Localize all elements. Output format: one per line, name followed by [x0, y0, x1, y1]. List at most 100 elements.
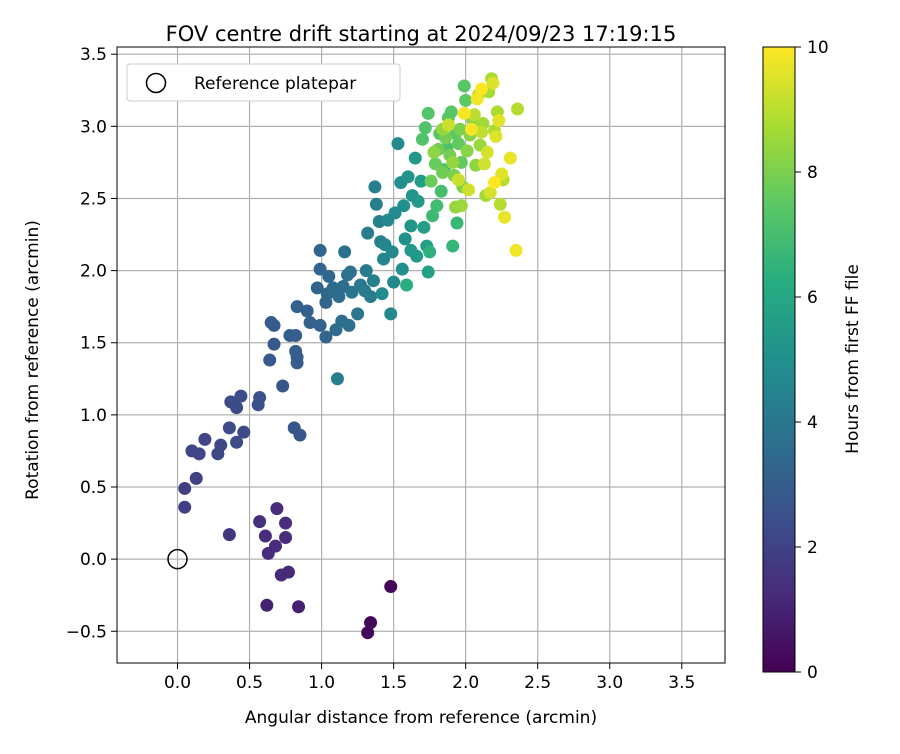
chart-title: FOV centre drift starting at 2024/09/23 …	[166, 22, 677, 46]
data-point	[332, 290, 346, 304]
data-point	[426, 209, 440, 223]
data-point	[470, 92, 484, 106]
data-point	[401, 170, 415, 184]
data-point	[457, 106, 471, 120]
data-point	[395, 262, 409, 276]
data-point	[493, 197, 507, 211]
data-point	[293, 428, 307, 442]
data-point	[364, 290, 378, 304]
data-point	[387, 275, 401, 289]
y-tick-label: 0.5	[80, 478, 107, 498]
reference-point	[167, 548, 188, 570]
data-point	[446, 239, 460, 253]
data-point	[281, 565, 295, 579]
data-point	[417, 220, 431, 234]
data-point	[222, 421, 236, 435]
data-point	[338, 245, 352, 259]
data-point	[267, 337, 281, 351]
data-point	[178, 481, 192, 495]
data-point	[408, 151, 422, 165]
x-tick-label: 1.5	[380, 673, 407, 693]
data-point	[454, 199, 468, 213]
data-point	[495, 167, 509, 181]
data-point	[489, 129, 503, 143]
data-point	[400, 278, 414, 292]
data-point	[385, 245, 399, 259]
data-point	[300, 304, 314, 318]
data-point	[467, 108, 481, 122]
x-tick-label: 2.0	[452, 673, 479, 693]
data-point	[414, 174, 428, 188]
x-axis-ticks: 0.0 0.5 1.0 1.5 2.0 2.5 3.0 3.5	[164, 663, 695, 693]
data-point	[342, 318, 356, 332]
x-tick-label: 1.0	[308, 673, 335, 693]
y-axis-label: Rotation from reference (arcmin)	[23, 220, 43, 500]
data-point	[397, 199, 411, 213]
data-point	[459, 93, 473, 107]
data-point	[423, 245, 437, 259]
y-tick-label: 3.0	[80, 117, 107, 137]
data-point	[292, 600, 306, 614]
data-point	[276, 379, 290, 393]
data-point	[230, 435, 244, 449]
data-point	[313, 243, 327, 257]
data-point	[446, 155, 460, 169]
x-tick-label: 0.0	[164, 673, 191, 693]
data-point	[477, 157, 491, 171]
colorbar-label: Hours from first FF file	[843, 264, 863, 454]
data-point	[351, 307, 365, 321]
data-point	[486, 76, 500, 90]
data-point	[178, 500, 192, 514]
data-point	[279, 516, 293, 530]
data-point	[260, 598, 274, 612]
data-point	[377, 252, 391, 266]
data-point	[480, 145, 494, 159]
data-point	[498, 210, 512, 224]
colorbar-tick-label: 10	[807, 38, 829, 58]
data-point	[253, 391, 267, 405]
x-tick-label: 2.5	[524, 673, 551, 693]
data-point	[366, 274, 380, 288]
y-axis-ticks: −0.5 0.0 0.5 1.0 1.5 2.0 2.5 3.0 3.5	[66, 45, 117, 642]
data-point	[310, 281, 324, 295]
data-point	[483, 186, 497, 200]
data-point	[290, 356, 304, 370]
data-point	[279, 530, 293, 544]
colorbar-tick-label: 8	[807, 163, 818, 183]
data-point	[436, 166, 450, 180]
data-point	[511, 102, 525, 116]
data-point	[421, 265, 435, 279]
data-point	[364, 616, 378, 630]
y-tick-label: 1.5	[80, 334, 107, 354]
y-tick-label: 3.5	[80, 45, 107, 65]
data-point	[270, 502, 284, 516]
reference-marker	[167, 548, 188, 570]
y-tick-label: 2.0	[80, 262, 107, 282]
data-point	[462, 183, 476, 197]
colorbar: 0 2 4 6 8 10 Hours from first FF file	[762, 38, 863, 683]
data-point	[290, 300, 304, 314]
data-point	[492, 114, 506, 128]
data-point	[303, 316, 317, 330]
data-point	[424, 174, 438, 188]
data-point	[313, 262, 327, 276]
data-point	[418, 121, 432, 135]
data-point	[214, 438, 228, 452]
y-tick-label: 2.5	[80, 189, 107, 209]
colorbar-frame	[762, 46, 796, 673]
data-point	[268, 539, 282, 553]
data-point	[503, 151, 517, 165]
legend-label: Reference platepar	[194, 74, 356, 94]
data-point	[319, 330, 333, 344]
grid	[117, 47, 725, 663]
data-point	[464, 122, 478, 136]
data-point	[451, 137, 465, 151]
x-tick-label: 3.0	[596, 673, 623, 693]
data-point	[391, 137, 405, 151]
data-point	[192, 447, 206, 461]
data-point	[388, 206, 402, 220]
data-point	[384, 307, 398, 321]
data-point	[404, 243, 418, 257]
